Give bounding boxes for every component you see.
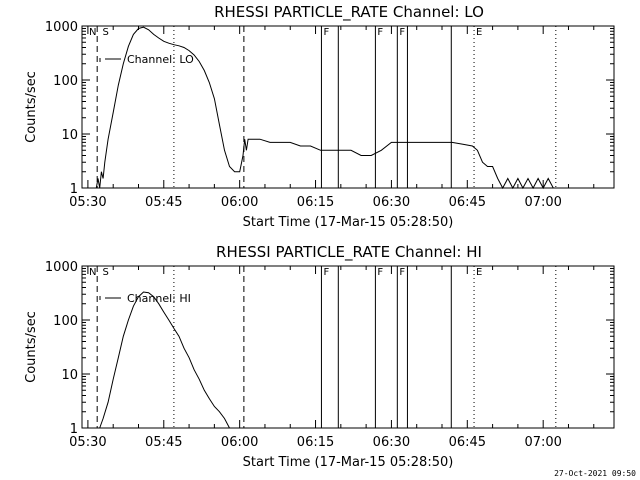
marker-label: S: [103, 267, 109, 278]
chart-title: RHESSI PARTICLE_RATE Channel: HI: [216, 243, 482, 262]
x-tick-label: 05:30: [69, 435, 106, 450]
chart-title: RHESSI PARTICLE_RATE Channel: LO: [214, 3, 484, 22]
series-layer: [95, 26, 554, 190]
footer-timestamp: 27-Oct-2021 09:50: [554, 469, 636, 478]
legend: Channel: LO: [99, 53, 194, 66]
x-axis-label: Start Time (17-Mar-15 05:28:50): [243, 215, 454, 230]
marker-label: F: [399, 27, 405, 38]
axis-ticks: 05:30 05:45 06:00 06:15 06:30 06:45 07:00 1 10 10…: [45, 260, 614, 450]
marker-label: F: [323, 267, 329, 278]
x-axis-label: Start Time (17-Mar-15 05:28:50): [243, 455, 454, 470]
y-tick-label: 10: [61, 368, 78, 383]
series-line: [95, 26, 554, 190]
x-tick-label: 07:00: [524, 435, 561, 450]
x-tick-label: 06:45: [449, 435, 486, 450]
x-tick-label: 05:45: [145, 435, 182, 450]
marker-label: S: [103, 27, 109, 38]
y-tick-label: 1: [70, 422, 78, 437]
x-tick-label: 07:00: [524, 195, 561, 210]
y-axis-label: Counts/sec: [24, 71, 39, 143]
y-tick-label: 100: [53, 74, 78, 89]
x-tick-label: 06:45: [449, 195, 486, 210]
legend-label: Channel: LO: [127, 53, 194, 66]
marker-label: F: [323, 27, 329, 38]
y-tick-label: 100: [53, 314, 78, 329]
x-tick-label: 06:15: [297, 195, 334, 210]
y-tick-label: 1000: [45, 260, 78, 275]
legend-label: Channel: HI: [127, 292, 191, 305]
legend: Channel: HI: [99, 292, 191, 305]
series-layer: [99, 291, 230, 429]
plot-frame: [81, 25, 615, 189]
x-tick-label: 06:15: [297, 435, 334, 450]
x-tick-label: 06:30: [373, 195, 410, 210]
x-tick-label: 05:45: [145, 195, 182, 210]
y-tick-label: 1: [70, 182, 78, 197]
y-tick-label: 1000: [45, 20, 78, 35]
x-tick-label: 06:30: [373, 435, 410, 450]
plot-frame: [81, 265, 615, 429]
x-tick-label: 05:30: [69, 195, 106, 210]
x-tick-label: 06:00: [221, 435, 258, 450]
marker-label: E: [476, 267, 482, 278]
marker-label: E: [476, 27, 482, 38]
y-axis-label: Counts/sec: [24, 311, 39, 383]
marker-label: F: [399, 267, 405, 278]
x-tick-label: 06:00: [221, 195, 258, 210]
marker-label: F: [377, 267, 383, 278]
series-line: [99, 291, 230, 429]
marker-label: F: [377, 27, 383, 38]
axis-ticks: 05:30 05:45 06:00 06:15 06:30 06:45 07:00 1 10 10…: [45, 20, 614, 210]
y-tick-label: 10: [61, 128, 78, 143]
marker-label: N: [89, 267, 96, 278]
marker-label: N: [89, 27, 96, 38]
